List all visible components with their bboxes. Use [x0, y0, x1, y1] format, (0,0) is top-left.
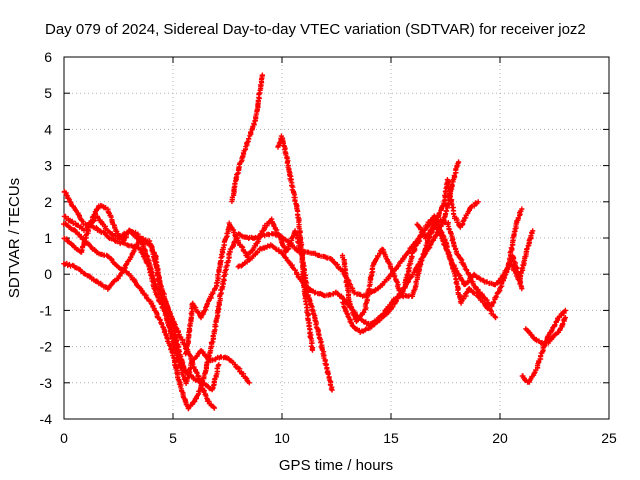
series-arc-15	[523, 315, 568, 347]
series-markers	[275, 133, 316, 353]
x-tick-label: 15	[383, 430, 399, 446]
y-tick-label: 4	[44, 121, 52, 137]
axis-ticks: 0 5 10 15 20 25 -4 -3 -2 -1 0 1 2 3 4 5 6	[40, 49, 617, 446]
y-tick-label: 6	[44, 49, 52, 65]
x-tick-label: 20	[492, 430, 508, 446]
x-tick-label: 10	[274, 430, 290, 446]
series-arc-5	[61, 213, 187, 371]
series-markers	[229, 72, 265, 205]
series-layer	[61, 72, 568, 412]
series-markers	[61, 213, 187, 371]
series-markers	[508, 228, 536, 285]
series-arc-13	[508, 228, 536, 285]
series-arc-9	[275, 133, 316, 353]
y-tick-label: -3	[40, 375, 53, 391]
y-tick-label: -2	[40, 339, 53, 355]
series-arc-12	[414, 177, 481, 242]
series-arc-8	[229, 72, 265, 205]
y-tick-label: 3	[44, 158, 52, 174]
y-tick-label: -1	[40, 302, 53, 318]
y-tick-label: 0	[44, 266, 52, 282]
y-tick-label: -4	[40, 411, 53, 427]
y-tick-label: 5	[44, 85, 52, 101]
y-tick-label: 1	[44, 230, 52, 246]
x-tick-label: 0	[60, 430, 68, 446]
series-markers	[523, 315, 568, 347]
x-tick-label: 5	[169, 430, 177, 446]
x-axis-label: GPS time / hours	[279, 457, 393, 474]
x-tick-label: 25	[601, 430, 617, 446]
y-tick-label: 2	[44, 194, 52, 210]
y-axis-label: SDTVAR / TECUs	[6, 178, 23, 298]
chart-title: Day 079 of 2024, Sidereal Day-to-day VTE…	[45, 21, 586, 38]
series-markers	[414, 177, 481, 242]
